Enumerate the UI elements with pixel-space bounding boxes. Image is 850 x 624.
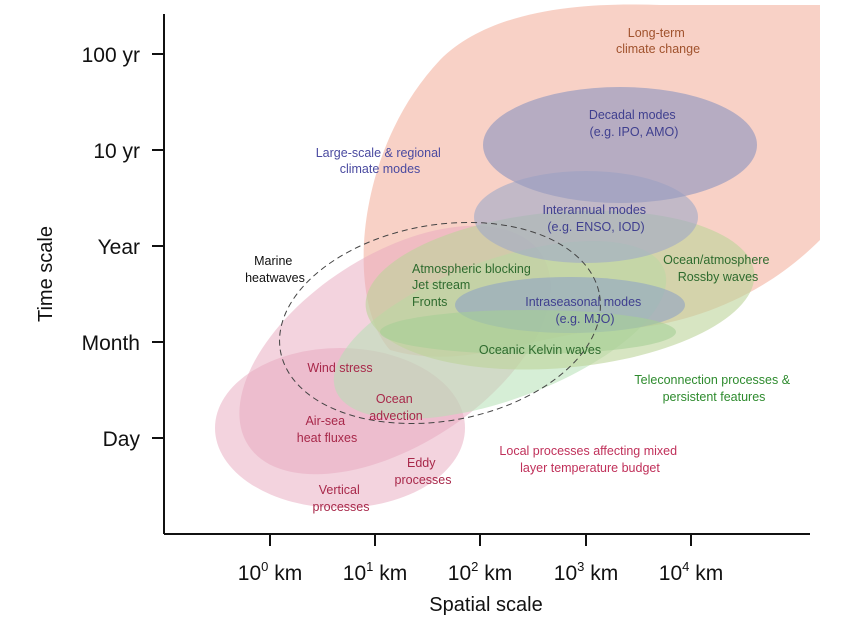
y-tick-100yr: 100 yr bbox=[82, 44, 140, 67]
long-term-label: Long-term climate change bbox=[616, 26, 700, 56]
decadal-label: Decadal modes (e.g. IPO, AMO) bbox=[589, 108, 679, 139]
kelvin-region bbox=[380, 310, 676, 354]
marine-heatwaves-outline bbox=[279, 221, 601, 425]
large-scale-label: Large-scale & regional climate modes bbox=[316, 146, 445, 176]
kelvin-label: Oceanic Kelvin waves bbox=[479, 343, 601, 357]
marine-heatwaves-label: Marine heatwaves bbox=[245, 254, 305, 285]
vertical-label: Vertical processes bbox=[313, 483, 370, 514]
y-axis-title: Time scale bbox=[35, 226, 57, 322]
blocking-label: Atmospheric blocking Jet stream Fronts bbox=[412, 262, 534, 309]
x-tick-10-0: 100 km bbox=[238, 559, 302, 585]
wind-stress-label: Wind stress bbox=[307, 361, 372, 375]
air-sea-label: Air-sea heat fluxes bbox=[297, 414, 357, 445]
x-tick-10-2: 102 km bbox=[448, 559, 512, 585]
y-tick-10yr: 10 yr bbox=[93, 140, 140, 163]
y-ticks bbox=[152, 53, 164, 439]
intraseasonal-label: Intraseasonal modes (e.g. MJO) bbox=[525, 295, 645, 326]
local-processes-label: Local processes affecting mixed layer te… bbox=[499, 444, 680, 475]
x-axis-title: Spatial scale bbox=[429, 594, 542, 616]
x-tick-10-4: 104 km bbox=[659, 559, 723, 585]
ocean-advection-label: Ocean advection bbox=[369, 392, 423, 423]
decadal-region bbox=[483, 87, 757, 203]
y-tick-year: Year bbox=[98, 236, 140, 259]
teleconnection-label: Teleconnection processes & persistent fe… bbox=[634, 373, 793, 404]
x-tick-10-1: 101 km bbox=[343, 559, 407, 585]
interannual-label: Interannual modes (e.g. ENSO, IOD) bbox=[542, 203, 649, 234]
rossby-label: Ocean/atmosphere Rossby waves bbox=[663, 253, 773, 284]
x-ticks bbox=[269, 534, 692, 546]
x-tick-10-3: 103 km bbox=[554, 559, 618, 585]
y-tick-month: Month bbox=[82, 332, 140, 355]
eddy-label: Eddy processes bbox=[395, 456, 452, 487]
y-tick-day: Day bbox=[103, 428, 141, 451]
